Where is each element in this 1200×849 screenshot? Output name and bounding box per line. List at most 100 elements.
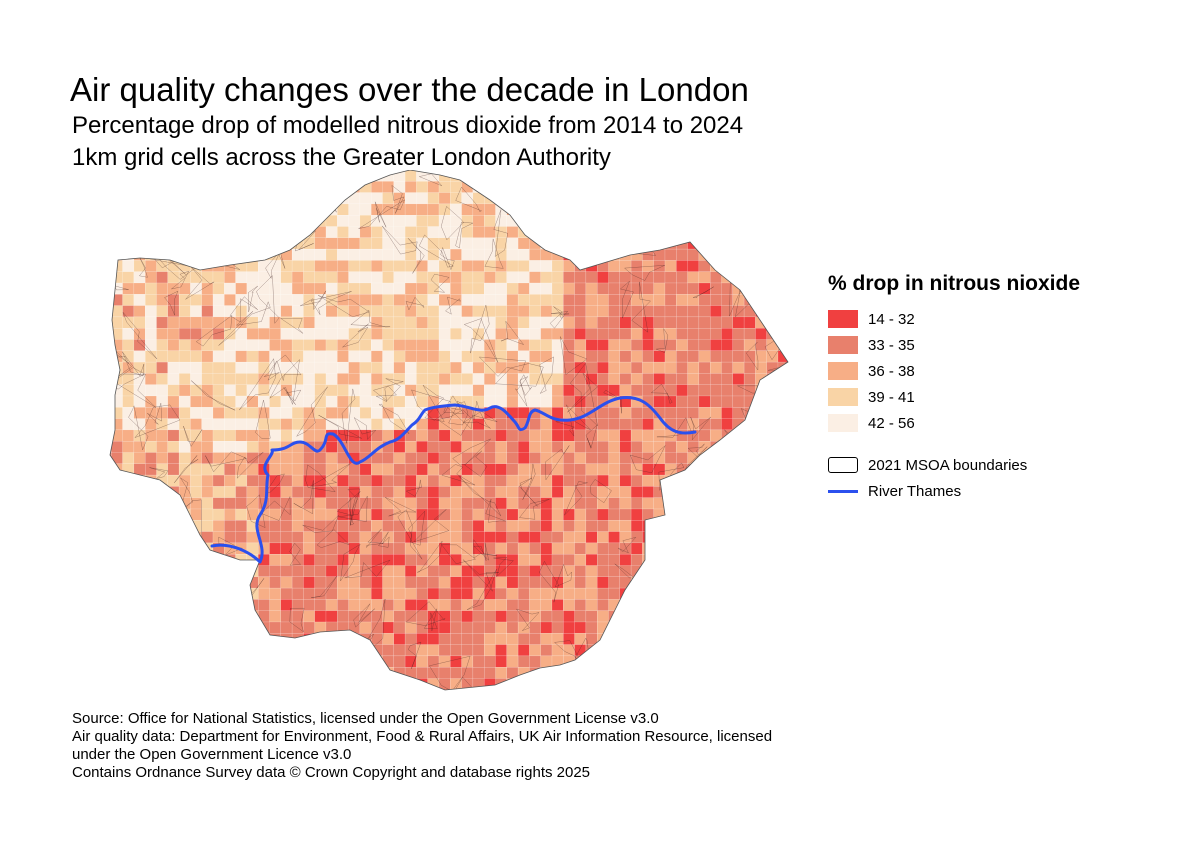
grid-cell — [710, 327, 722, 340]
grid-cell — [269, 689, 282, 690]
grid-cell — [585, 294, 598, 306]
grid-cell — [325, 531, 338, 544]
grid-cell — [145, 542, 157, 555]
msoa-boundary — [763, 217, 788, 247]
grid-cell — [416, 610, 428, 623]
grid-cell — [766, 508, 779, 521]
grid-cell — [777, 508, 788, 521]
grid-cell — [619, 667, 632, 679]
grid-cell — [404, 215, 417, 227]
grid-cell — [743, 441, 756, 453]
grid-cell — [608, 305, 621, 318]
grid-cell — [382, 339, 395, 352]
grid-cell — [529, 282, 541, 295]
grid-cell — [721, 203, 734, 216]
grid-cell — [698, 384, 711, 397]
msoa-boundary — [473, 538, 497, 559]
grid-cell — [450, 667, 462, 679]
grid-cell — [382, 282, 395, 295]
grid-cell — [529, 576, 541, 589]
grid-cell — [337, 655, 349, 668]
grid-cell — [269, 542, 282, 555]
grid-cell — [427, 203, 440, 216]
grid-cell — [608, 655, 621, 668]
grid-cell — [291, 474, 304, 487]
grid-cell — [382, 667, 395, 679]
grid-cell — [122, 633, 135, 645]
grid-cell — [224, 599, 236, 611]
grid-cell — [291, 576, 304, 589]
grid-cell — [472, 508, 485, 521]
grid-cell — [517, 554, 530, 566]
grid-cell — [777, 463, 788, 476]
grid-cell — [438, 452, 451, 465]
grid-cell — [755, 170, 767, 182]
grid-cell — [484, 203, 496, 216]
grid-cell — [563, 689, 575, 690]
grid-cell — [178, 181, 191, 193]
grid-cell — [597, 644, 609, 657]
grid-cell — [416, 373, 428, 385]
grid-cell — [303, 395, 315, 408]
grid-cell — [382, 644, 395, 657]
grid-cell — [472, 441, 485, 453]
grid-cell — [732, 667, 745, 679]
grid-cell — [563, 373, 575, 385]
grid-cell — [224, 678, 236, 690]
grid-cell — [450, 621, 462, 634]
grid-cell — [630, 633, 643, 645]
grid-cell — [314, 689, 327, 690]
grid-cell — [438, 226, 451, 239]
grid-cell — [574, 587, 587, 600]
msoa-boundary — [138, 619, 173, 647]
msoa-boundary — [473, 542, 490, 561]
grid-cell — [416, 339, 428, 352]
grid-cell — [371, 418, 383, 431]
grid-cell — [585, 486, 598, 498]
grid-cell — [110, 441, 112, 453]
grid-cell — [337, 226, 349, 239]
grid-cell — [710, 316, 722, 329]
msoa-boundary — [554, 563, 573, 588]
grid-cell — [167, 587, 180, 600]
grid-cell — [178, 576, 191, 589]
grid-cell — [619, 689, 632, 690]
grid-cell — [506, 452, 519, 465]
grid-cell — [653, 282, 666, 295]
grid-cell — [145, 305, 157, 318]
grid-cell — [755, 678, 767, 690]
msoa-boundary — [318, 295, 370, 318]
grid-cell — [303, 429, 315, 442]
grid-cell — [721, 633, 734, 645]
grid-cell — [111, 565, 123, 578]
grid-cell — [190, 373, 202, 385]
grid-cell — [212, 384, 225, 397]
grid-cell — [371, 282, 383, 295]
msoa-boundary — [372, 378, 404, 402]
msoa-boundary — [311, 575, 338, 598]
river-thames-line — [210, 395, 697, 564]
grid-cell — [393, 373, 406, 385]
grid-cell — [630, 203, 643, 216]
msoa-boundary — [110, 633, 126, 654]
grid-cell — [789, 407, 800, 418]
grid-cell — [721, 587, 734, 600]
grid-cell — [472, 226, 485, 239]
grid-cell — [563, 395, 575, 408]
grid-cell — [506, 599, 519, 611]
grid-cell — [111, 373, 123, 385]
grid-cell — [246, 531, 259, 544]
grid-cell — [495, 384, 508, 397]
grid-cell — [235, 271, 248, 284]
grid-cell — [178, 418, 191, 431]
grid-cell — [178, 316, 191, 329]
grid-cell — [314, 271, 327, 284]
grid-cell — [359, 282, 372, 295]
grid-cell — [280, 418, 293, 431]
grid-cell — [337, 610, 349, 623]
grid-cell — [664, 554, 677, 566]
grid-cell — [551, 667, 564, 679]
grid-cell — [325, 282, 338, 295]
grid-cell — [710, 542, 722, 555]
grid-cell — [687, 678, 700, 690]
